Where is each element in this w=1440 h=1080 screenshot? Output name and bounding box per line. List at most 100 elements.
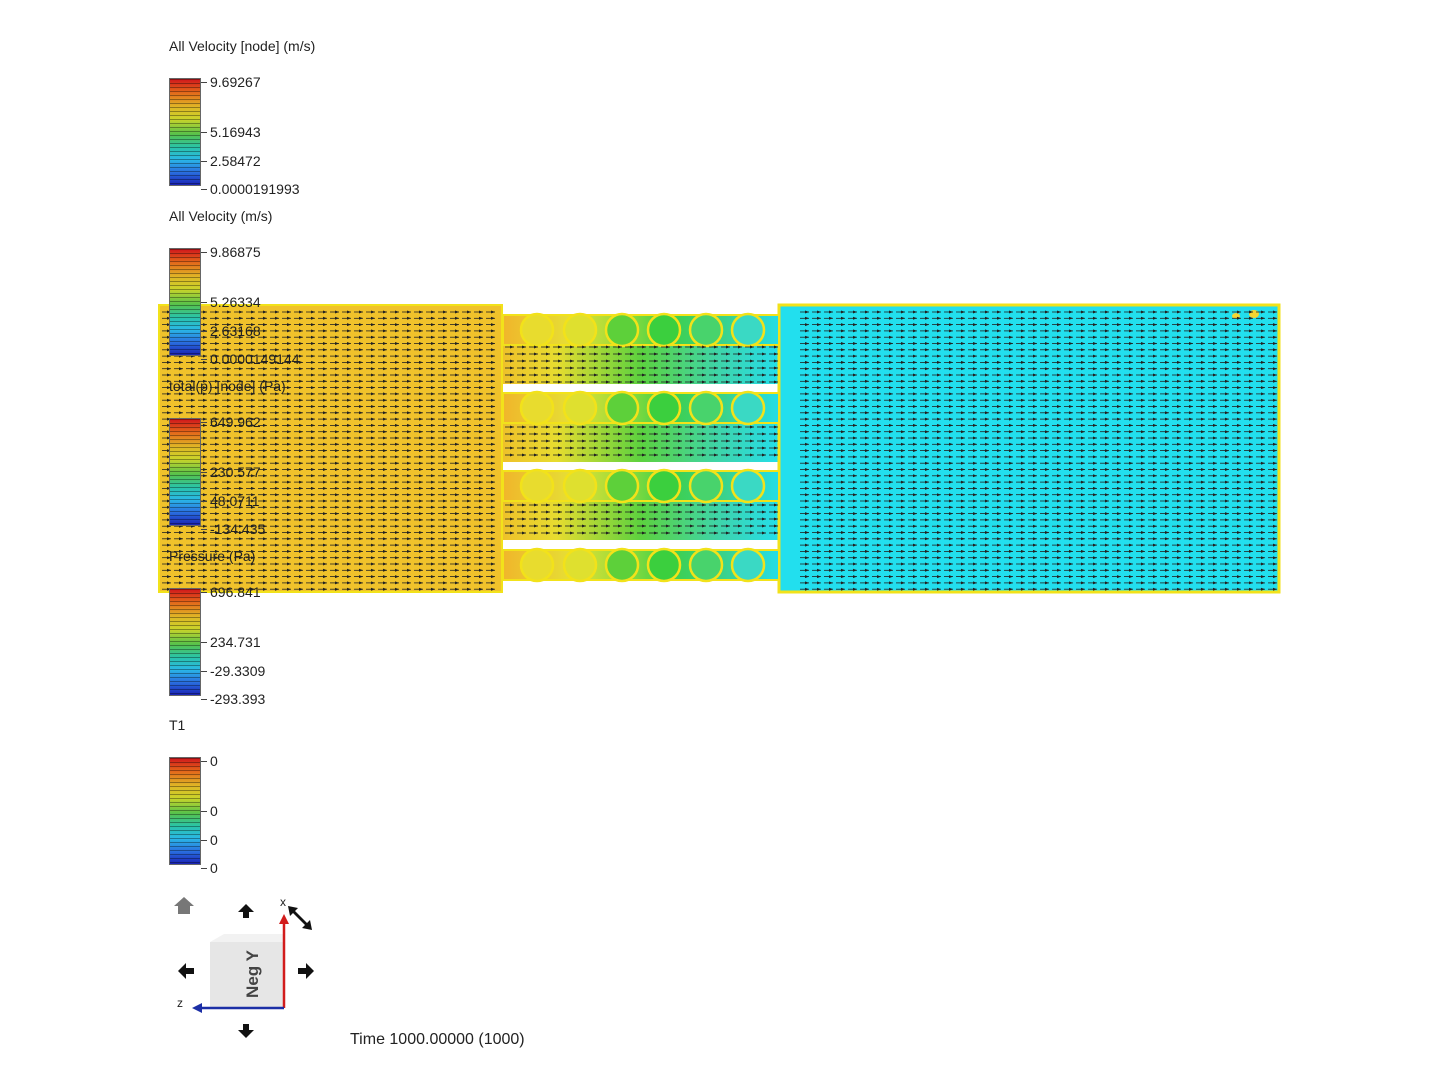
velocity-vector-head [546,439,550,443]
velocity-vector-head [239,562,243,566]
velocity-vector-head [1201,310,1205,314]
velocity-vector-head [841,423,845,427]
velocity-vector-head [323,505,327,509]
velocity-vector-head [251,449,255,453]
velocity-vector-head [997,430,1001,434]
velocity-vector-head [690,531,694,535]
velocity-vector-head [534,425,538,429]
velocity-vector-head [479,549,483,553]
velocity-vector-head [889,436,893,440]
velocity-vector-head [1189,392,1193,396]
velocity-vector-head [889,348,893,352]
velocity-vector-head [299,392,303,396]
velocity-vector-head [937,405,941,408]
velocity-vector-head [239,575,243,579]
velocity-vector-head [311,449,315,453]
velocity-vector-head [618,352,622,356]
velocity-vector-head [347,524,351,528]
velocity-vector-head [690,439,694,443]
velocity-vector-head [311,442,315,446]
velocity-vector-head [829,335,833,339]
velocity-vector-head [299,468,303,471]
velocity-vector-head [287,392,291,396]
velocity-vector-head [1045,386,1049,390]
velocity-vector-head [1249,354,1253,358]
velocity-vector-head [985,405,989,408]
velocity-vector-head [853,442,857,446]
velocity-vector-head [239,398,243,402]
velocity-vector-head [239,543,243,547]
velocity-vector-head [654,352,658,356]
velocity-vector-head [973,329,977,333]
velocity-vector-head [467,417,471,421]
velocity-vector-head [323,449,327,453]
velocity-vector-head [829,392,833,396]
velocity-vector-head [191,411,195,415]
velocity-vector-head [227,486,231,490]
velocity-vector-head [275,575,279,579]
velocity-vector-head [179,556,183,560]
velocity-vector-head [817,417,821,421]
velocity-vector-head [702,510,706,514]
velocity-vector-head [275,537,279,541]
velocity-vector-head [1045,348,1049,352]
velocity-vector-head [191,575,195,579]
velocity-vector-head [901,436,905,440]
velocity-vector-head [618,439,622,443]
velocity-vector-head [678,366,682,370]
velocity-vector-head [1237,423,1241,427]
velocity-vector-head [1081,342,1085,345]
velocity-vector-head [263,486,267,490]
velocity-vector-head [925,323,929,327]
velocity-vector-head [1177,367,1181,371]
velocity-vector-head [311,518,315,522]
velocity-vector-head [191,543,195,547]
velocity-vector-head [510,446,514,450]
velocity-vector-head [510,517,514,521]
velocity-vector-head [167,531,171,534]
velocity-vector-head [419,499,423,503]
velocity-vector-head [431,518,435,522]
velocity-vector-head [287,474,291,478]
velocity-vector-head [371,354,375,358]
outlet-region [777,303,1281,594]
velocity-vector-head [582,352,586,356]
velocity-vector-head [287,587,291,591]
velocity-vector-head [805,379,809,383]
velocity-vector-head [510,380,514,384]
velocity-vector-head [1225,386,1229,390]
velocity-vector-head [203,373,207,377]
velocity-vector-head [287,329,291,333]
velocity-vector-head [455,455,459,459]
velocity-vector-head [690,366,694,370]
velocity-vector-head [251,531,255,534]
velocity-vector-head [407,461,411,465]
velocity-vector-head [678,380,682,384]
velocity-vector-head [949,310,953,314]
velocity-vector-head [443,417,447,421]
velocity-vector-head [985,323,989,327]
velocity-vector-head [311,568,315,572]
velocity-vector-head [383,499,387,503]
velocity-vector-head [299,398,303,402]
velocity-vector-head [1261,405,1265,408]
velocity-vector-head [455,423,459,427]
velocity-vector-head [203,480,207,484]
velocity-vector-head [287,505,291,509]
velocity-vector-head [642,352,646,356]
velocity-vector-head [479,537,483,541]
velocity-vector-head [877,392,881,396]
velocity-vector-head [227,335,231,339]
velocity-vector-head [937,316,941,320]
velocity-vector-head [750,510,754,514]
velocity-vector-head [371,474,375,478]
velocity-vector-head [1081,417,1085,421]
velocity-vector-head [1249,335,1253,339]
velocity-vector-head [383,449,387,453]
velocity-vector-head [1165,329,1169,333]
velocity-vector-head [203,455,207,459]
velocity-vector-head [431,398,435,402]
velocity-vector-head [774,439,778,443]
velocity-vector-head [642,446,646,450]
tube-cross-section [688,468,724,504]
